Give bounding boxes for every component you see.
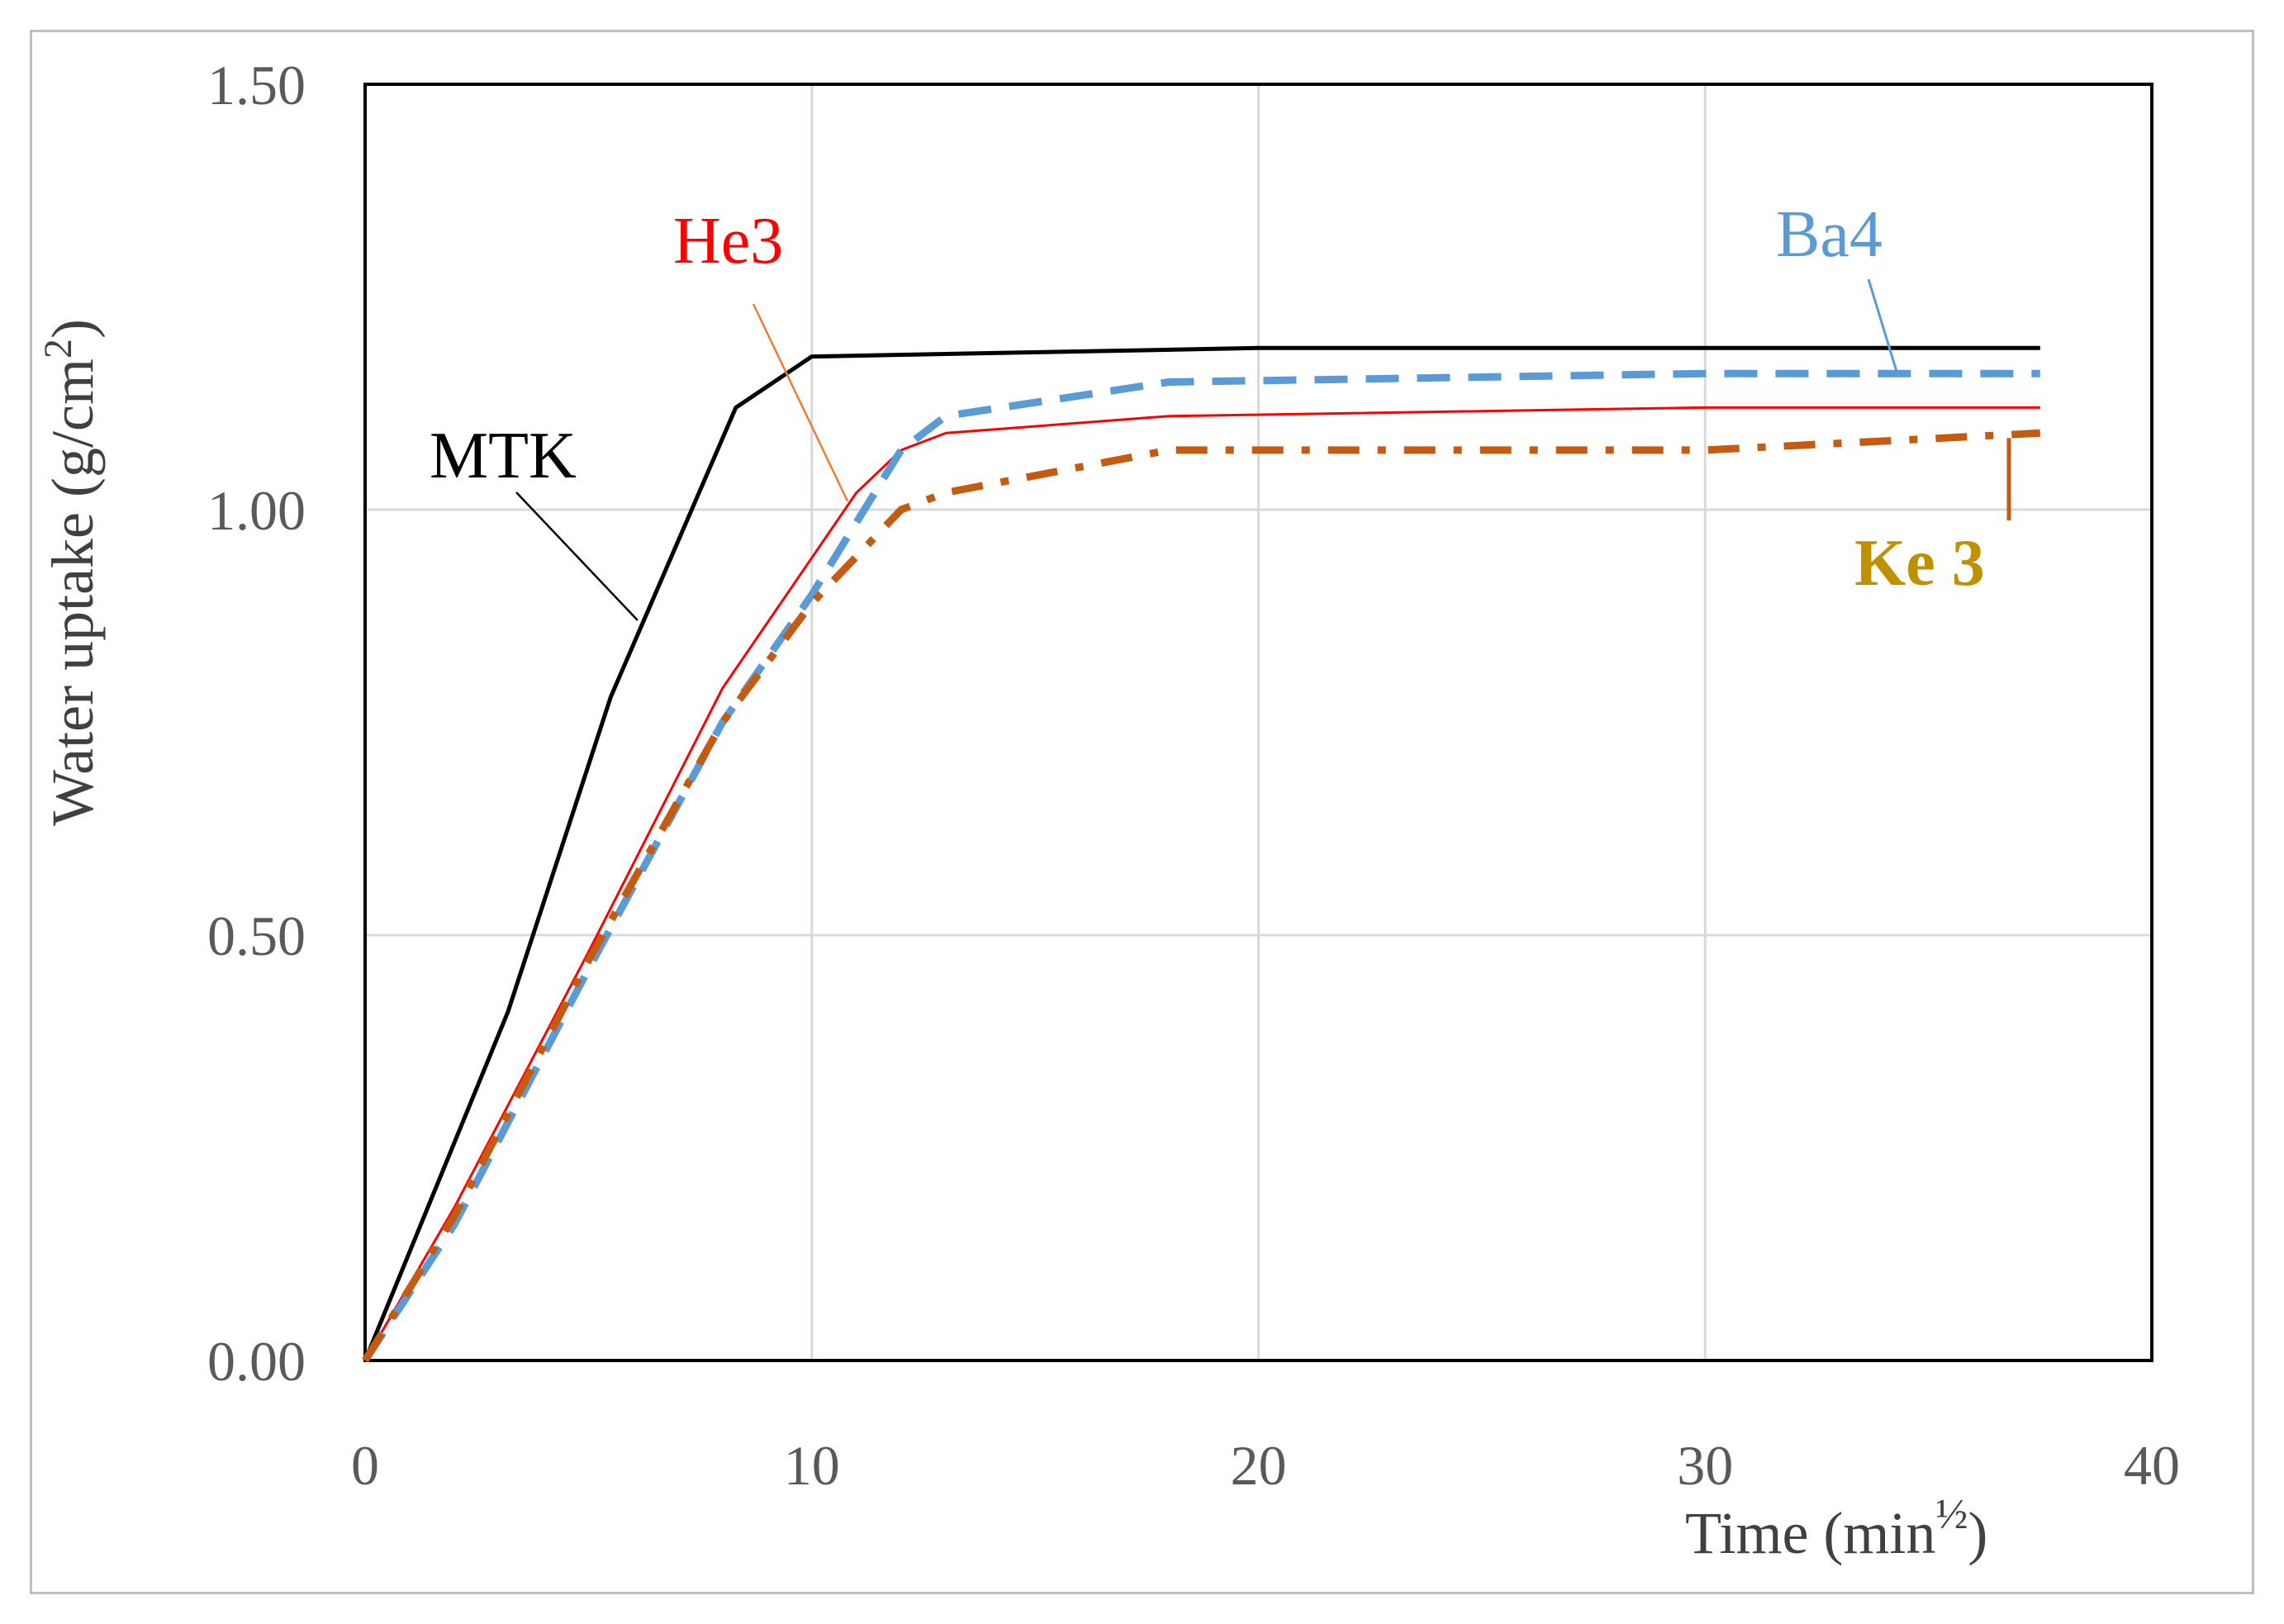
annotation-leaders: [515, 278, 2011, 621]
y-axis-title: Water uptake (g/cm2): [36, 319, 106, 826]
annotation-he3: He3: [673, 205, 783, 278]
x-tick-label: 0: [351, 1434, 379, 1497]
leader-ba4: [1867, 278, 1899, 374]
figure-frame: [30, 30, 2254, 1594]
plot-area-border: [363, 83, 2153, 1362]
y-tick-label: 1.50: [207, 54, 306, 116]
series-line-mtk: [363, 345, 2040, 1361]
series-line-he3: [363, 406, 2040, 1361]
y-axis-title-close: ): [40, 319, 106, 339]
leader-mtk: [515, 491, 639, 621]
annotation-ke3: Ke 3: [1854, 527, 1985, 600]
x-axis-title-close: ): [1968, 1500, 1987, 1566]
y-tick-labels: 0.00 0.50 1.00 1.50: [207, 54, 306, 1393]
x-tick-label: 40: [2124, 1434, 2180, 1497]
y-tick-label: 1.00: [207, 479, 306, 542]
x-axis-title-superscript: ½: [1935, 1491, 1968, 1538]
y-tick-label: 0.00: [207, 1330, 306, 1393]
y-tick-label: 0.50: [207, 905, 306, 967]
x-tick-label: 20: [1231, 1434, 1287, 1497]
series-line-ba4: [362, 369, 2040, 1363]
x-axis-title-text: Time (min: [1685, 1500, 1935, 1566]
x-axis-title: Time (min½): [1685, 1491, 1987, 1566]
x-tick-label: 10: [784, 1434, 840, 1497]
series-line-ke3: [362, 429, 2041, 1363]
x-tick-label: 30: [1677, 1434, 1733, 1497]
annotation-ba4: Ba4: [1776, 198, 1883, 271]
leader-he3: [752, 303, 849, 502]
annotation-mtk: MTK: [430, 420, 577, 492]
x-tick-labels: 0 10 20 30 40: [351, 1434, 2180, 1497]
series-lines: [362, 345, 2041, 1363]
y-axis-title-superscript: 2: [36, 339, 80, 359]
grid-lines: [363, 83, 2153, 1362]
y-axis-title-text: Water uptake (g/cm: [40, 359, 106, 826]
